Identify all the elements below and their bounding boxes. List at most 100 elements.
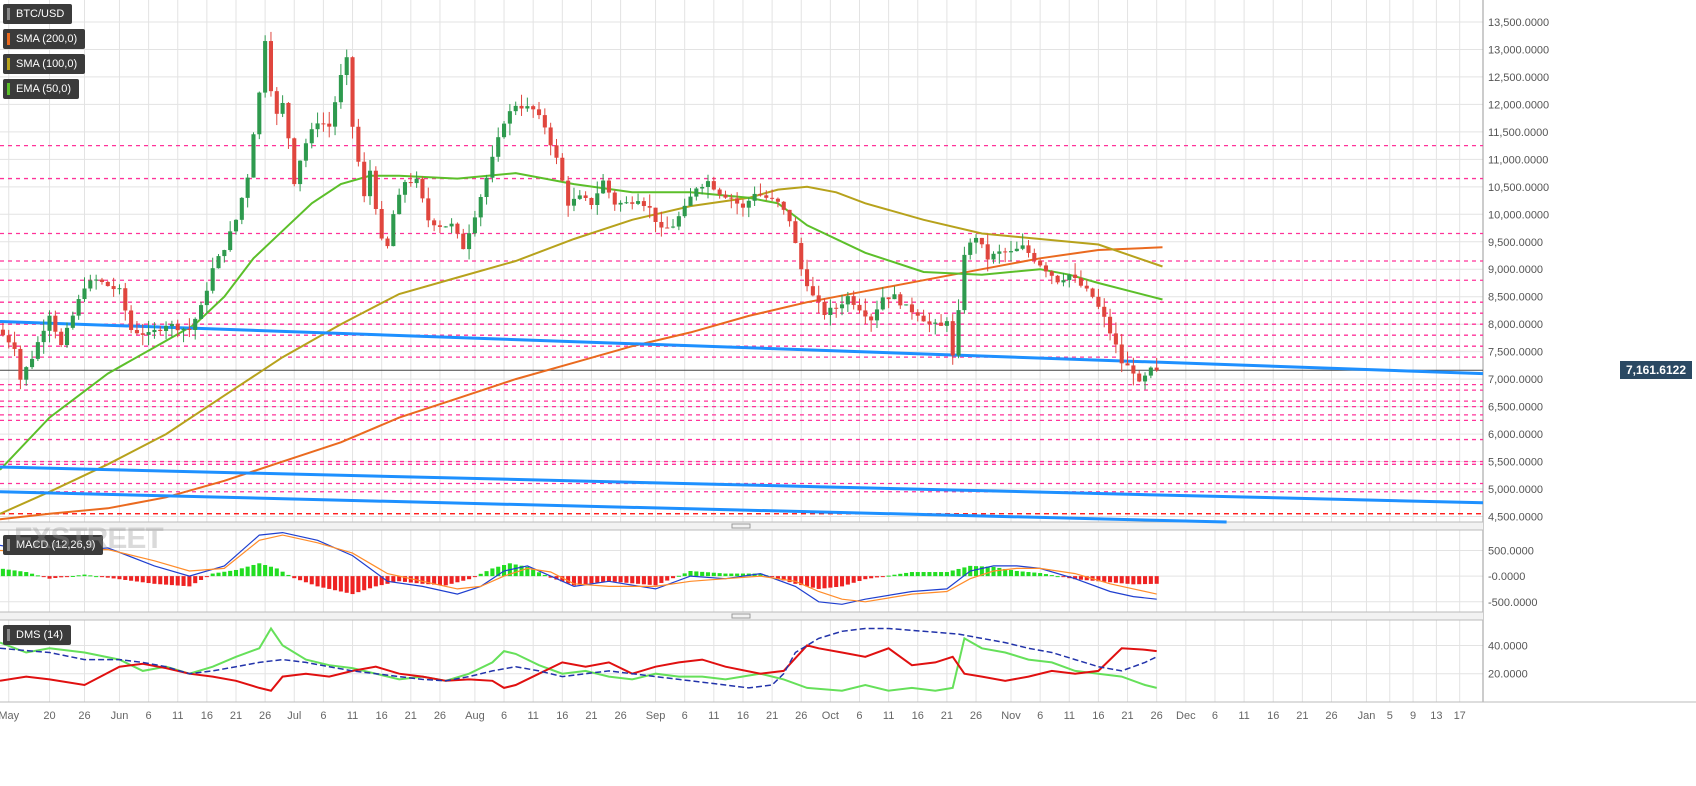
macd-histogram-bar <box>1142 576 1148 585</box>
candle-body <box>379 209 384 239</box>
macd-histogram-bar <box>12 570 17 577</box>
macd-histogram-bar <box>391 576 396 583</box>
legend-ema50[interactable]: EMA (50,0) <box>3 79 80 99</box>
candle-body <box>904 304 909 306</box>
macd-histogram-bar <box>1043 574 1049 577</box>
candle-body <box>12 342 17 349</box>
legend-swatch <box>7 539 10 551</box>
macd-histogram-bar <box>874 576 880 578</box>
candle-body <box>478 197 483 218</box>
candle-body <box>851 296 856 305</box>
macd-histogram-bar <box>6 569 11 577</box>
x-tick-label: 11 <box>1238 710 1249 722</box>
macd-histogram-bar <box>1137 576 1142 585</box>
macd-histogram-bar <box>70 575 75 577</box>
macd-histogram-bar <box>531 569 536 577</box>
candle-body <box>257 92 262 135</box>
macd-histogram-bar <box>618 576 623 583</box>
macd-histogram-bar <box>432 576 437 585</box>
legend-sma200[interactable]: SMA (200,0) <box>3 29 86 49</box>
candle-body <box>70 315 75 328</box>
candle-body <box>863 310 868 317</box>
candle-body <box>764 195 769 198</box>
macd-histogram-bar <box>99 576 105 578</box>
candle-body <box>245 177 250 198</box>
macd-histogram-bar <box>583 576 588 584</box>
candle-body <box>414 178 419 184</box>
pane-bg-main <box>0 0 1483 522</box>
candle-body <box>99 279 105 282</box>
legend-label: DMS (14) <box>16 629 64 641</box>
macd-histogram-bar <box>41 576 46 578</box>
candle-body <box>1055 275 1060 283</box>
macd-histogram-bar <box>385 576 390 584</box>
macd-histogram-bar <box>198 576 204 580</box>
candle-body <box>472 217 477 234</box>
candle-body <box>327 123 332 127</box>
candle-body <box>1154 367 1159 371</box>
fxstreet-watermark: FXSTREET <box>14 522 164 555</box>
legend-label: SMA (200,0) <box>16 33 78 45</box>
pane-separator <box>0 612 1483 620</box>
macd-histogram-bar <box>94 576 99 578</box>
macd-histogram-bar <box>974 566 979 577</box>
x-tick-label: 16 <box>912 710 924 722</box>
candle-body <box>886 297 891 300</box>
candle-body <box>513 105 518 112</box>
candle-body <box>985 244 990 260</box>
x-tick-label: Jun <box>111 710 129 722</box>
candle-body <box>979 237 984 245</box>
y-tick-label: 7,000.0000 <box>1488 374 1543 386</box>
macd-histogram-bar <box>1026 572 1031 577</box>
candle-body <box>222 250 227 257</box>
macd-histogram-bar <box>35 575 40 577</box>
macd-histogram-bar <box>239 568 244 577</box>
candle-body <box>175 323 180 331</box>
macd-histogram-bar <box>117 576 122 580</box>
candle-body <box>711 181 716 190</box>
y-tick-label: 8,000.0000 <box>1488 319 1543 331</box>
macd-histogram-bar <box>1148 576 1153 584</box>
y-tick-label: 9,500.0000 <box>1488 237 1543 249</box>
macd-histogram-bar <box>1119 576 1124 584</box>
candle-body <box>1084 285 1089 289</box>
y-tick-label: 4,500.0000 <box>1488 512 1543 524</box>
macd-histogram-bar <box>292 576 297 579</box>
y-tick-label: -500.0000 <box>1488 597 1538 609</box>
candle-body <box>6 335 11 343</box>
macd-histogram-bar <box>333 576 338 591</box>
macd_line <box>0 531 1157 605</box>
candle-body <box>682 205 687 217</box>
macd-histogram-bar <box>1154 576 1159 584</box>
x-tick-label: Dec <box>1176 710 1196 722</box>
macd-histogram-bar <box>1102 576 1107 582</box>
candle-body <box>1108 316 1113 334</box>
macd-histogram-bar <box>1038 573 1043 577</box>
candle-body <box>519 105 524 109</box>
x-tick-label: 11 <box>172 710 183 722</box>
x-tick-label: Aug <box>465 710 485 722</box>
x-tick-label: Nov <box>1001 710 1021 722</box>
legend-macd[interactable]: MACD (12,26,9) <box>3 535 104 555</box>
macd-histogram-bar <box>76 575 81 577</box>
macd-histogram-bar <box>245 566 250 577</box>
macd-histogram-bar <box>1131 576 1136 585</box>
x-tick-label: 6 <box>682 710 688 722</box>
legend-dms[interactable]: DMS (14) <box>3 625 72 645</box>
macd-histogram-bar <box>921 572 926 577</box>
macd-histogram-bar <box>338 576 343 592</box>
x-tick-label: May <box>0 710 20 722</box>
macd-histogram-bar <box>397 576 402 582</box>
macd-histogram-bar <box>956 568 961 577</box>
legend-btcusd[interactable]: BTC/USD <box>3 4 73 24</box>
macd-histogram-bar <box>717 573 722 577</box>
x-tick-label: 16 <box>1267 710 1279 722</box>
candle-body <box>286 102 291 139</box>
candle-body <box>397 194 402 215</box>
y-tick-label: 5,500.0000 <box>1488 457 1543 469</box>
macd-histogram-bar <box>455 576 460 583</box>
candle-body <box>158 329 163 331</box>
legend-sma100[interactable]: SMA (100,0) <box>3 54 86 74</box>
